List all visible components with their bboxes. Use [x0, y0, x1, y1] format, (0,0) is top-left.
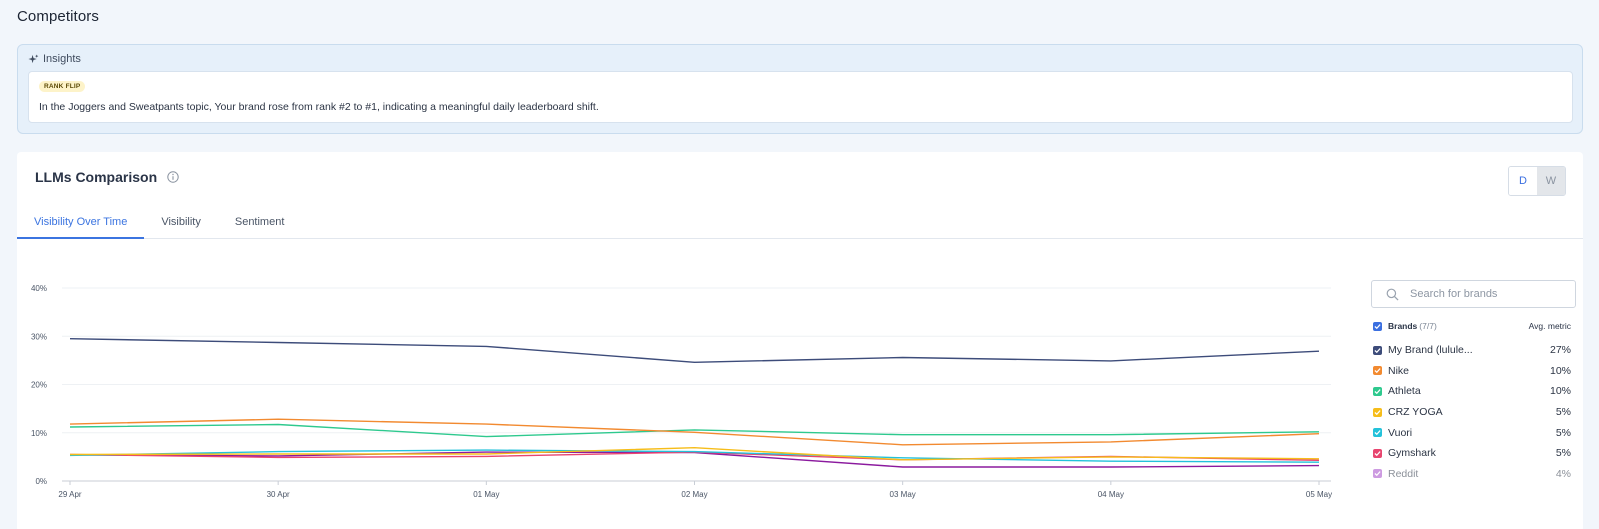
- x-tick-label: 02 May: [681, 490, 707, 499]
- insights-label: Insights: [43, 53, 81, 65]
- check-icon: [1374, 471, 1381, 477]
- y-tick-label: 0%: [35, 477, 47, 486]
- brand-avg-metric: 5%: [1555, 406, 1571, 419]
- llms-comparison-panel: LLMs Comparison D W Visibility Over Time…: [17, 152, 1583, 529]
- brand-name: Nike: [1388, 364, 1410, 377]
- brand-checkbox[interactable]: [1373, 386, 1382, 396]
- brand-name: Reddit: [1388, 467, 1419, 480]
- check-icon: [1374, 389, 1381, 395]
- brands-label: Brands: [1388, 321, 1418, 331]
- visibility-line-chart: 0% 10% 20% 30% 40% 29 Apr 30 Apr 01 May 02 May 03…: [31, 284, 1332, 499]
- sparkles-icon: [28, 53, 39, 63]
- brand-avg-metric: 10%: [1549, 385, 1571, 398]
- brand-avg-metric: 5%: [1555, 426, 1571, 439]
- tab-visibility-over-time[interactable]: Visibility Over Time: [17, 208, 145, 239]
- legend-item[interactable]: Nike 10%: [1373, 361, 1571, 382]
- series-line: [69, 449, 1320, 463]
- insights-panel: Insights RANK FLIP In the Joggers and Sw…: [17, 44, 1583, 134]
- brand-avg-metric: 10%: [1549, 364, 1571, 377]
- series-line: [69, 338, 1320, 364]
- brand-legend-list: My Brand (lulule... 27% Nike 10% Athleta 10% C…: [1373, 340, 1571, 484]
- brand-name: My Brand (lulule...: [1388, 344, 1473, 357]
- granularity-toggle: D W: [1508, 166, 1566, 196]
- legend-item[interactable]: Gymshark 5%: [1373, 443, 1571, 464]
- brand-checkbox[interactable]: [1373, 407, 1382, 417]
- x-tick-label: 05 May: [1306, 490, 1332, 499]
- legend-header: Brands (7/7) Avg. metric: [1373, 319, 1571, 333]
- info-icon[interactable]: [167, 171, 179, 183]
- series-line: [69, 447, 1320, 461]
- legend-item[interactable]: Reddit 4%: [1373, 464, 1571, 485]
- insights-header: Insights: [28, 53, 81, 65]
- check-icon: [1374, 409, 1381, 415]
- brand-name: CRZ YOGA: [1388, 406, 1443, 419]
- insight-card: RANK FLIP In the Joggers and Sweatpants …: [28, 71, 1573, 123]
- tab-sentiment[interactable]: Sentiment: [234, 216, 285, 228]
- series-line: [69, 418, 1320, 446]
- x-tick-label: 01 May: [473, 490, 499, 499]
- brand-search[interactable]: [1371, 280, 1576, 308]
- y-tick-label: 10%: [31, 429, 47, 438]
- brand-avg-metric: 4%: [1555, 467, 1571, 480]
- brand-checkbox[interactable]: [1373, 366, 1382, 376]
- chart-tabs: Visibility Over Time Visibility Sentimen…: [17, 208, 1583, 239]
- daily-toggle-button[interactable]: D: [1509, 167, 1537, 195]
- check-icon: [1374, 450, 1381, 456]
- x-tick-label: 04 May: [1098, 490, 1124, 499]
- tab-visibility[interactable]: Visibility: [161, 216, 201, 228]
- rank-flip-badge: RANK FLIP: [39, 81, 86, 92]
- check-icon: [1374, 368, 1381, 374]
- brand-checkbox[interactable]: [1373, 345, 1382, 355]
- y-tick-label: 30%: [31, 332, 47, 341]
- x-tick-label: 30 Apr: [267, 490, 290, 499]
- select-all-checkbox[interactable]: [1373, 321, 1382, 331]
- legend-item[interactable]: Vuori 5%: [1373, 422, 1571, 443]
- x-tick-label: 03 May: [890, 490, 916, 499]
- brand-avg-metric: 5%: [1555, 447, 1571, 460]
- brand-avg-metric: 27%: [1549, 344, 1571, 357]
- check-icon: [1374, 347, 1381, 353]
- search-input[interactable]: [1410, 288, 1570, 300]
- legend-item[interactable]: My Brand (lulule... 27%: [1373, 340, 1571, 361]
- weekly-toggle-button[interactable]: W: [1537, 167, 1565, 195]
- legend-item[interactable]: CRZ YOGA 5%: [1373, 402, 1571, 423]
- brands-count: (7/7): [1419, 321, 1437, 331]
- y-tick-label: 20%: [31, 381, 47, 390]
- brand-checkbox[interactable]: [1373, 448, 1382, 458]
- series-line: [69, 423, 1320, 438]
- avg-metric-label: Avg. metric: [1528, 321, 1571, 331]
- legend-item[interactable]: Athleta 10%: [1373, 381, 1571, 402]
- search-icon: [1386, 288, 1399, 301]
- page-title: Competitors: [17, 8, 99, 25]
- y-tick-label: 40%: [31, 284, 47, 293]
- brand-checkbox[interactable]: [1373, 469, 1382, 479]
- check-icon: [1374, 430, 1381, 436]
- check-icon: [1374, 323, 1381, 329]
- insight-text: In the Joggers and Sweatpants topic, You…: [39, 101, 599, 113]
- panel-title-row: LLMs Comparison: [35, 169, 179, 185]
- brand-checkbox[interactable]: [1373, 428, 1382, 438]
- panel-title: LLMs Comparison: [35, 169, 158, 185]
- brand-name: Gymshark: [1388, 447, 1436, 460]
- x-tick-label: 29 Apr: [58, 490, 81, 499]
- brand-name: Athleta: [1388, 385, 1421, 398]
- brand-name: Vuori: [1388, 426, 1413, 439]
